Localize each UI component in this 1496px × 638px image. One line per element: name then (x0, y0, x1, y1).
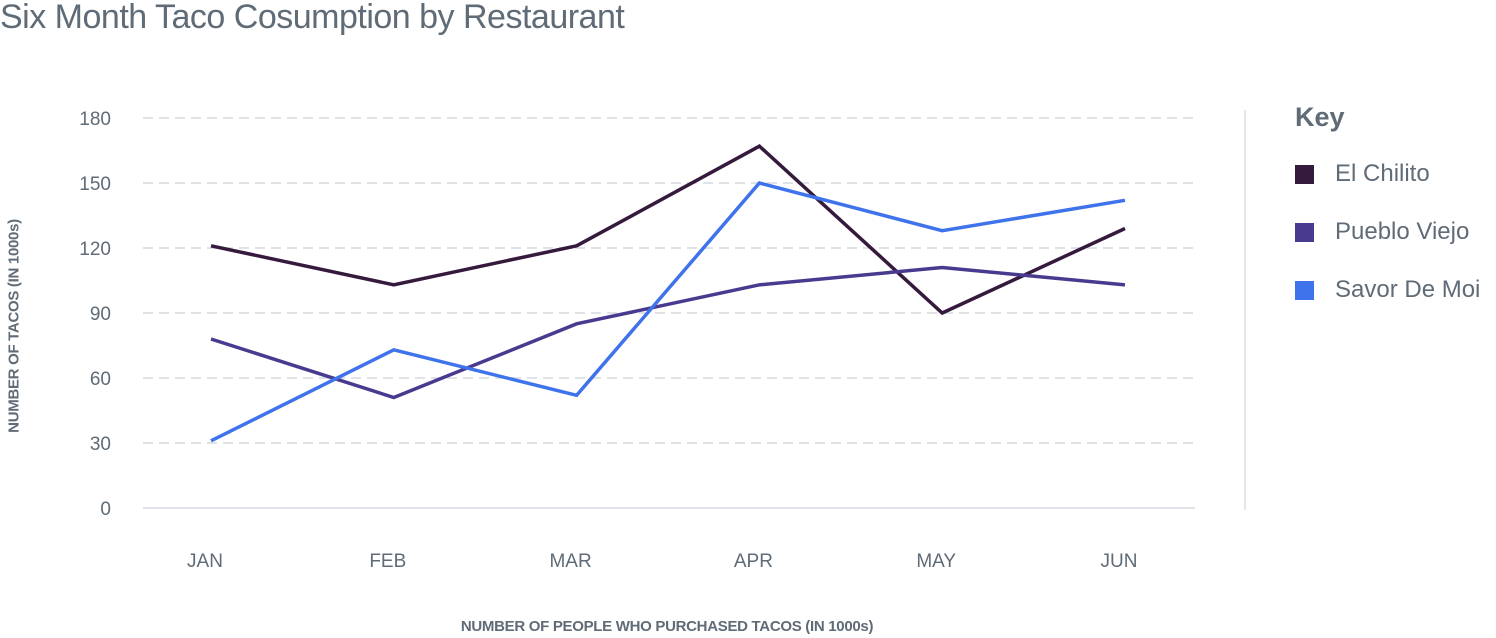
y-tick-label: 90 (90, 304, 111, 325)
series-line-savor-de-moi (210, 181, 1126, 443)
legend-label: Savor De Moi (1335, 276, 1481, 303)
y-tick-label: 30 (90, 434, 111, 455)
legend-label: El Chilito (1335, 160, 1430, 187)
x-tick-label: JAN (187, 551, 223, 572)
legend-item-pueblo-viejo: Pueblo Viejo (1295, 197, 1480, 267)
x-axis-label: NUMBER OF PEOPLE WHO PURCHASED TACOS (IN… (460, 618, 874, 635)
legend-swatch-icon (1295, 164, 1314, 184)
x-tick-label: MAR (549, 551, 591, 572)
y-tick-label: 0 (100, 499, 111, 520)
chart-title: Six Month Taco Cosumption by Restaurant (0, 0, 625, 36)
y-tick-label: 60 (90, 369, 111, 390)
series-line-pueblo-viejo (210, 265, 1126, 400)
legend-item-savor-de-moi: Savor De Moi (1295, 255, 1480, 325)
legend-divider (1244, 110, 1246, 510)
legend-swatch-icon (1295, 222, 1314, 242)
x-tick-label: MAY (916, 551, 956, 572)
x-axis-ticks: JAN FEB MAR APR MAY JUN (187, 551, 1137, 572)
y-tick-label: 180 (79, 109, 111, 130)
legend-item-el-chilito: El Chilito (1295, 139, 1480, 209)
legend: Key El Chilito Pueblo Viejo Savor De Moi (1295, 102, 1480, 325)
legend-swatch-icon (1295, 280, 1314, 300)
legend-title: Key (1295, 102, 1345, 132)
gridlines (143, 117, 1195, 509)
y-axis-ticks: 0 30 60 90 120 150 180 (79, 109, 111, 520)
y-tick-label: 120 (79, 239, 111, 260)
series-line-el-chilito (210, 144, 1126, 316)
data-lines (210, 144, 1126, 443)
legend-label: Pueblo Viejo (1335, 218, 1470, 245)
x-tick-label: APR (734, 551, 773, 572)
y-tick-label: 150 (79, 174, 111, 195)
x-tick-label: FEB (369, 551, 406, 572)
x-tick-label: JUN (1101, 551, 1138, 572)
